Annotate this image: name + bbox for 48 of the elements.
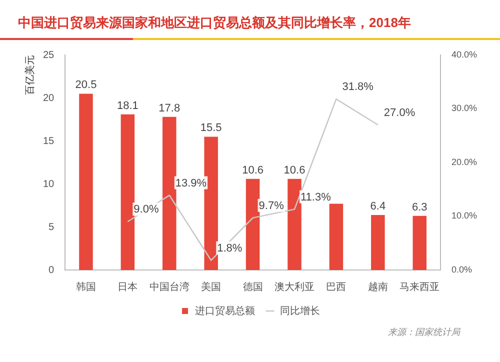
x-tick-label: 韩国 — [76, 280, 96, 293]
x-tick-label: 中国台湾 — [149, 280, 190, 293]
x-tick-label: 澳大利亚 — [274, 280, 315, 293]
y-tick-label: 25 — [43, 50, 55, 61]
bar — [246, 178, 260, 270]
y2-tick-label: 40.0% — [451, 49, 478, 60]
bar — [79, 94, 93, 270]
source-note: 来源：国家统计局 — [387, 326, 462, 339]
bar — [329, 204, 344, 270]
x-tick-label: 日本 — [118, 280, 138, 293]
x-tick-label: 美国 — [201, 280, 222, 293]
data-label: 10.6 — [284, 164, 306, 176]
data-label: 11.3% — [300, 191, 332, 204]
data-label: 18.1 — [116, 100, 138, 112]
y2-tick-label: 0.0% — [451, 264, 472, 274]
data-label: 27.0% — [384, 106, 416, 119]
data-label: 31.8% — [342, 81, 374, 94]
x-tick-label: 马来西亚 — [400, 280, 440, 293]
y2-tick-label: 30.0% — [451, 103, 478, 114]
data-label: 6.4 — [370, 200, 386, 212]
y-tick-label: 20 — [43, 92, 55, 104]
data-label: 10.6 — [242, 164, 264, 176]
data-label: 9.7% — [258, 200, 284, 212]
y-tick-label: 15 — [43, 136, 55, 147]
data-label: 17.8 — [158, 102, 180, 114]
bar — [120, 114, 135, 270]
legend-label: 同比增长 — [280, 304, 320, 317]
data-label: 9.0% — [134, 204, 159, 216]
x-tick-label: 巴西 — [326, 282, 346, 293]
data-label: 13.9% — [175, 177, 207, 190]
data-label: 6.3 — [412, 201, 428, 214]
bar — [162, 116, 176, 270]
data-label: 20.5 — [75, 79, 97, 92]
bar — [412, 216, 427, 270]
legend-label: 进口贸易总额 — [195, 304, 255, 317]
y-tick-label: 10 — [43, 178, 55, 190]
y-tick-label: 5 — [48, 222, 55, 233]
x-tick-label: 德国 — [242, 282, 263, 293]
y-tick-label: 0 — [48, 264, 55, 276]
y2-tick-label: 10.0% — [451, 210, 478, 221]
y-axis-title: 百亿美元 — [24, 55, 36, 95]
data-label: 1.8% — [217, 242, 242, 254]
x-tick-label: 越南 — [368, 280, 388, 293]
bar — [288, 178, 302, 270]
y2-tick-label: 20.0% — [451, 156, 478, 167]
bar — [371, 214, 385, 270]
chart-title: 中国进口贸易来源国家和地区进口贸易总额及其同比增长率，2018年 — [17, 14, 412, 32]
data-label: 15.5 — [200, 122, 222, 134]
